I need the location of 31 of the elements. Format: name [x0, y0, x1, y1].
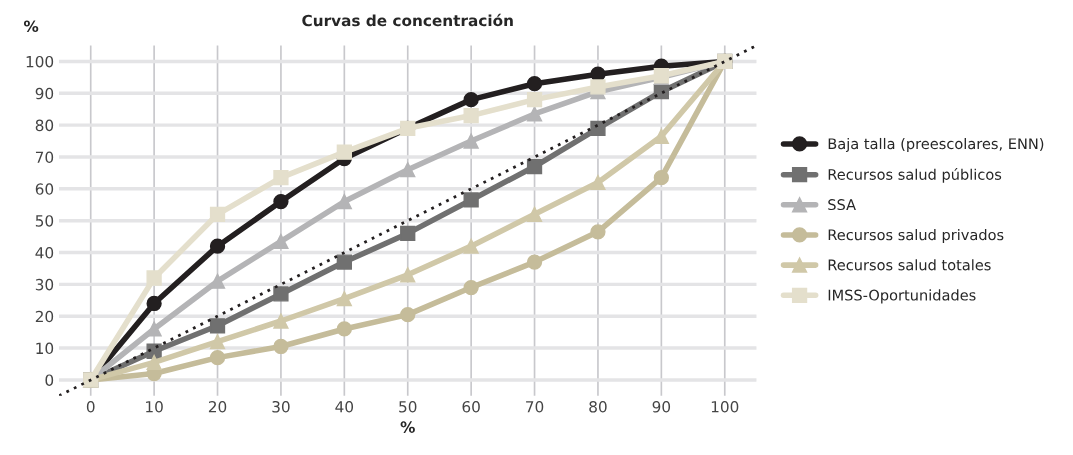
- x-tick-label: 70: [526, 400, 544, 413]
- x-tick-label: 50: [399, 400, 417, 413]
- y-tick-label: 40: [35, 246, 54, 259]
- y-tick-label: 50: [35, 215, 54, 227]
- legend-label: IMSS-Oportunidades: [828, 289, 976, 304]
- x-tick-label: 0: [86, 400, 95, 413]
- y-tick-label: 10: [36, 342, 54, 355]
- y-tick-label: 80: [35, 119, 54, 132]
- legend-label: Recursos salud totales: [828, 259, 991, 271]
- x-tick-label: 60: [462, 400, 480, 413]
- y-tick-label: 0: [45, 374, 54, 386]
- y-tick-label: 60: [35, 183, 54, 195]
- x-tick-label: 90: [652, 400, 671, 413]
- y-axis-title: %: [23, 20, 39, 33]
- legend-label: SSA: [828, 199, 856, 211]
- x-tick-label: 20: [208, 400, 227, 413]
- legend-label: Baja talla (preescolares, ENN): [828, 137, 1044, 153]
- x-tick-label: 100: [711, 400, 739, 413]
- legend-label: Recursos salud públicos: [828, 168, 1002, 183]
- y-tick-label: 70: [35, 151, 54, 163]
- x-tick-label: 40: [335, 400, 354, 413]
- chart-title: Curvas de concentración: [302, 13, 513, 27]
- x-tick-label: 30: [272, 400, 290, 413]
- y-tick-label: 20: [35, 310, 54, 323]
- y-tick-label: 30: [35, 278, 54, 291]
- legend-label: Recursos salud privados: [828, 228, 1004, 244]
- y-tick-label: 100: [26, 55, 54, 68]
- x-tick-label: 10: [146, 400, 163, 413]
- x-axis-title: %: [400, 421, 415, 433]
- y-tick-label: 90: [35, 87, 54, 100]
- x-tick-label: 80: [589, 400, 607, 413]
